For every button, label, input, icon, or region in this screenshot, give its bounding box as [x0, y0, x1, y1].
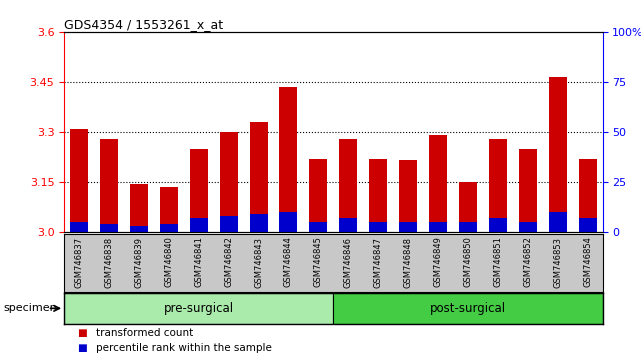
Bar — [310, 222, 328, 232]
Bar — [489, 138, 507, 232]
Text: GSM746852: GSM746852 — [523, 236, 532, 287]
Text: GSM746841: GSM746841 — [194, 236, 203, 287]
Bar — [70, 222, 88, 232]
Bar — [549, 212, 567, 232]
Bar — [130, 226, 148, 232]
Bar — [579, 218, 597, 232]
Bar — [220, 132, 238, 232]
Text: pre-surgical: pre-surgical — [163, 302, 234, 315]
Bar — [100, 224, 118, 232]
Bar — [579, 159, 597, 232]
Text: GSM746842: GSM746842 — [224, 236, 233, 287]
Bar — [64, 293, 333, 324]
Text: GSM746839: GSM746839 — [135, 236, 144, 287]
Bar — [519, 222, 537, 232]
Bar — [459, 222, 477, 232]
Text: ■: ■ — [77, 329, 87, 338]
Text: GSM746845: GSM746845 — [314, 236, 323, 287]
Bar — [100, 138, 118, 232]
Bar — [369, 222, 387, 232]
Bar — [279, 87, 297, 232]
Text: GSM746849: GSM746849 — [433, 236, 442, 287]
Bar — [310, 159, 328, 232]
Text: GSM746846: GSM746846 — [344, 236, 353, 287]
Text: transformed count: transformed count — [96, 329, 194, 338]
Bar — [489, 218, 507, 232]
Bar — [339, 218, 357, 232]
Bar — [160, 187, 178, 232]
Text: GSM746848: GSM746848 — [404, 236, 413, 287]
Text: GSM746851: GSM746851 — [494, 236, 503, 287]
Text: specimen: specimen — [3, 303, 57, 313]
Bar — [70, 129, 88, 232]
Bar — [399, 160, 417, 232]
Text: GSM746847: GSM746847 — [374, 236, 383, 287]
Bar — [249, 122, 267, 232]
Text: ■: ■ — [77, 343, 87, 353]
Text: GDS4354 / 1553261_x_at: GDS4354 / 1553261_x_at — [64, 18, 223, 31]
Bar — [220, 216, 238, 232]
Text: post-surgical: post-surgical — [430, 302, 506, 315]
Text: percentile rank within the sample: percentile rank within the sample — [96, 343, 272, 353]
Bar — [429, 222, 447, 232]
Bar — [130, 183, 148, 232]
Bar — [369, 159, 387, 232]
Text: GSM746840: GSM746840 — [164, 236, 173, 287]
Bar — [399, 222, 417, 232]
Text: GSM746850: GSM746850 — [463, 236, 472, 287]
Bar — [339, 138, 357, 232]
Text: GSM746837: GSM746837 — [74, 236, 83, 288]
Bar — [429, 135, 447, 232]
Text: GSM746853: GSM746853 — [553, 236, 562, 287]
Bar — [190, 218, 208, 232]
Text: GSM746838: GSM746838 — [104, 236, 113, 288]
Bar — [549, 77, 567, 232]
Text: GSM746844: GSM746844 — [284, 236, 293, 287]
Bar — [249, 214, 267, 232]
Text: GSM746843: GSM746843 — [254, 236, 263, 287]
Bar — [519, 149, 537, 232]
Bar — [190, 149, 208, 232]
Bar — [279, 212, 297, 232]
Text: GSM746854: GSM746854 — [583, 236, 592, 287]
Bar — [333, 293, 603, 324]
Bar — [160, 224, 178, 232]
Bar — [459, 182, 477, 232]
